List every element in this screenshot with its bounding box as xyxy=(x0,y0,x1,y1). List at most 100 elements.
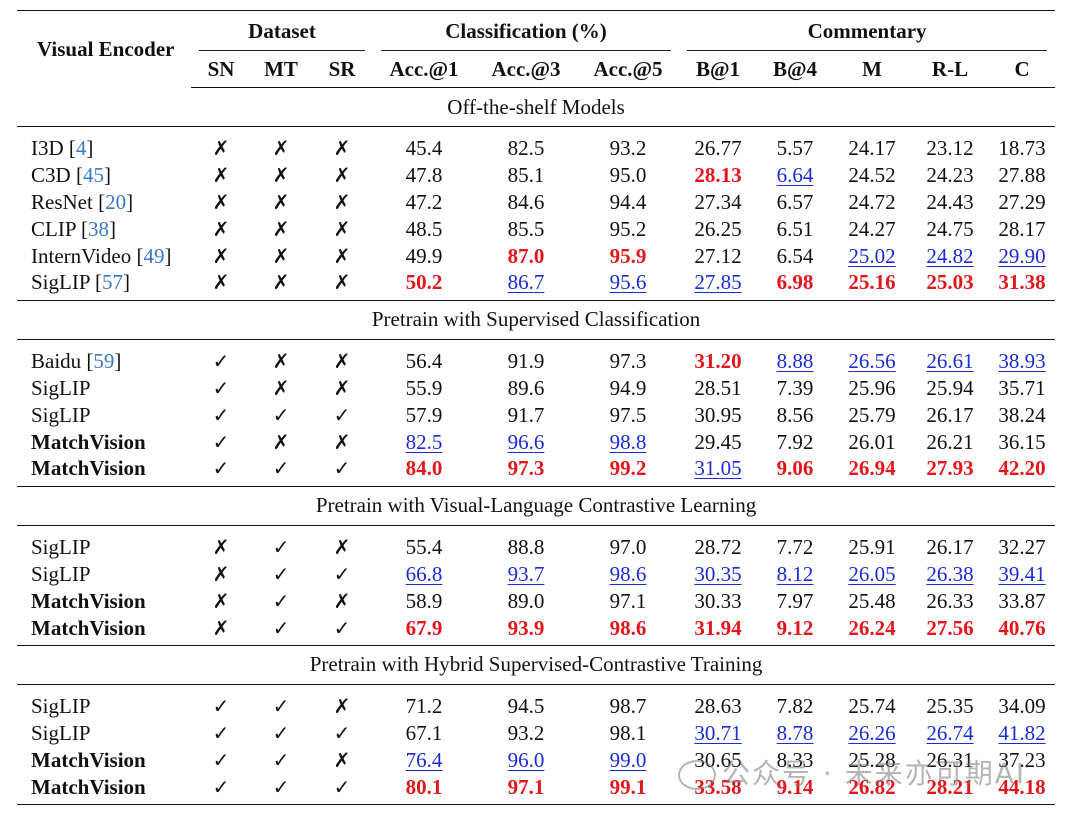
citation-link[interactable]: 45 xyxy=(82,163,104,188)
cross-mark-icon: ✗ xyxy=(212,615,230,640)
cross-mark-icon: ✗ xyxy=(333,270,351,295)
metric-rl-cell: 25.94 xyxy=(911,375,989,402)
metric-rl-cell: 26.61 xyxy=(911,339,989,374)
cross-mark-icon: ✗ xyxy=(333,243,351,268)
metric-b4-cell: 6.64 xyxy=(757,162,833,189)
metric-c-cell: 40.76 xyxy=(989,614,1056,646)
encoder-name: CLIP xyxy=(31,216,76,241)
metric-value: 97.3 xyxy=(609,349,647,374)
dataset-sn-cell: ✓ xyxy=(191,401,251,428)
metric-acc3-cell: 93.2 xyxy=(475,720,577,747)
metric-value: 25.48 xyxy=(848,588,896,613)
cross-mark-icon: ✗ xyxy=(333,588,351,613)
dataset-sr-cell: ✗ xyxy=(311,189,373,216)
metric-value: 82.5 xyxy=(507,136,545,161)
metric-value: 26.24 xyxy=(848,615,896,640)
citation-link[interactable]: 59 xyxy=(93,349,115,374)
metric-acc1-cell: 58.9 xyxy=(373,587,475,614)
metric-value: 9.14 xyxy=(776,774,814,799)
metric-value: 8.33 xyxy=(776,747,814,772)
metric-value: 8.12 xyxy=(776,561,814,586)
table-row: SigLIP ✓ ✓ ✓ 67.1 93.2 98.1 30.71 8.78 26.26 26.74… xyxy=(17,720,1055,747)
dataset-sn-cell: ✗ xyxy=(191,561,251,588)
metric-c-cell: 28.17 xyxy=(989,215,1055,242)
cross-mark-icon: ✗ xyxy=(272,189,290,214)
dataset-sn-cell: ✗ xyxy=(191,162,251,189)
metric-b4-cell: 6.98 xyxy=(757,268,834,301)
metric-value: 85.5 xyxy=(507,216,545,241)
cross-mark-icon: ✗ xyxy=(272,216,290,241)
metric-value: 28.72 xyxy=(694,535,742,560)
table-row: MatchVision ✗ ✓ ✓ 67.9 93.9 98.6 31.94 9.12 26.24… xyxy=(17,614,1056,646)
table-row: SigLIP ✗ ✓ ✗ 55.4 88.8 97.0 28.72 7.72 25.91 26.17… xyxy=(17,525,1055,560)
col-header-rl: R-L xyxy=(911,51,990,88)
metric-acc3-cell: 85.5 xyxy=(475,215,577,242)
metric-m-cell: 24.27 xyxy=(833,215,911,242)
metric-b4-cell: 7.72 xyxy=(757,525,833,560)
dataset-sr-cell: ✗ xyxy=(311,684,373,719)
metric-c-cell: 37.23 xyxy=(989,747,1055,774)
check-mark-icon: ✓ xyxy=(333,774,351,799)
cross-mark-icon: ✗ xyxy=(272,243,290,268)
col-header-b1: B@1 xyxy=(679,51,758,88)
encoder-cell: Baidu [59] xyxy=(17,339,191,374)
dataset-sr-cell: ✗ xyxy=(311,375,373,402)
metric-value: 24.43 xyxy=(926,189,974,214)
metric-rl-cell: 26.33 xyxy=(911,587,989,614)
metric-value: 34.09 xyxy=(998,694,1046,719)
check-mark-icon: ✓ xyxy=(212,694,230,719)
dataset-sr-cell: ✓ xyxy=(311,720,373,747)
cross-mark-icon: ✗ xyxy=(333,163,351,188)
citation-link[interactable]: 38 xyxy=(87,216,109,241)
metric-m-cell: 26.26 xyxy=(833,720,911,747)
metric-value: 93.2 xyxy=(507,721,545,746)
metric-value: 28.63 xyxy=(694,694,742,719)
section-title: Pretrain with Visual-Language Contrastiv… xyxy=(17,486,1056,526)
citation-link[interactable]: 49 xyxy=(143,243,165,268)
citation-link[interactable]: 57 xyxy=(101,270,123,295)
metric-value: 26.77 xyxy=(694,136,742,161)
metric-value: 50.2 xyxy=(405,270,443,295)
metric-value: 97.0 xyxy=(609,535,647,560)
metric-acc3-cell: 89.0 xyxy=(475,587,577,614)
metric-acc5-cell: 99.0 xyxy=(577,747,679,774)
metric-value: 5.57 xyxy=(776,136,814,161)
metric-value: 27.34 xyxy=(694,189,742,214)
metric-m-cell: 25.79 xyxy=(833,401,911,428)
dataset-mt-cell: ✓ xyxy=(251,720,311,747)
metric-rl-cell: 26.38 xyxy=(911,561,989,588)
metric-acc3-cell: 97.3 xyxy=(475,454,578,487)
metric-b4-cell: 8.12 xyxy=(757,561,833,588)
col-header-sr: SR xyxy=(311,51,374,88)
metric-value: 49.9 xyxy=(405,243,443,268)
metric-value: 85.1 xyxy=(507,163,545,188)
metric-value: 8.88 xyxy=(776,349,814,374)
citation-link[interactable]: 20 xyxy=(105,189,127,214)
metric-value: 97.3 xyxy=(507,456,545,481)
metric-value: 31.20 xyxy=(694,349,742,374)
citation-link[interactable]: 4 xyxy=(75,136,87,161)
metric-b4-cell: 9.14 xyxy=(757,773,834,806)
metric-value: 94.9 xyxy=(609,375,647,400)
cross-mark-icon: ✗ xyxy=(212,588,230,613)
cross-mark-icon: ✗ xyxy=(272,136,290,161)
check-mark-icon: ✓ xyxy=(272,535,290,560)
metric-value: 96.6 xyxy=(507,429,545,454)
dataset-mt-cell: ✓ xyxy=(251,401,311,428)
metric-value: 98.6 xyxy=(609,561,647,586)
metric-acc1-cell: 55.4 xyxy=(373,525,475,560)
table-row: Baidu [59] ✓ ✗ ✗ 56.4 91.9 97.3 31.20 8.88 26.56 2… xyxy=(17,339,1055,374)
metric-value: 25.16 xyxy=(848,270,896,295)
metric-acc3-cell: 91.9 xyxy=(475,339,577,374)
metric-acc3-cell: 91.7 xyxy=(475,401,577,428)
dataset-sn-cell: ✓ xyxy=(191,773,251,806)
metric-value: 27.29 xyxy=(998,189,1046,214)
metric-rl-cell: 28.21 xyxy=(911,773,990,806)
metric-b1-cell: 28.51 xyxy=(679,375,757,402)
metric-value: 9.06 xyxy=(776,456,814,481)
metric-acc1-cell: 67.9 xyxy=(373,614,476,646)
metric-value: 24.23 xyxy=(926,163,974,188)
metric-value: 6.54 xyxy=(776,243,814,268)
encoder-cell: SigLIP xyxy=(17,401,191,428)
metric-acc3-cell: 82.5 xyxy=(475,127,577,162)
